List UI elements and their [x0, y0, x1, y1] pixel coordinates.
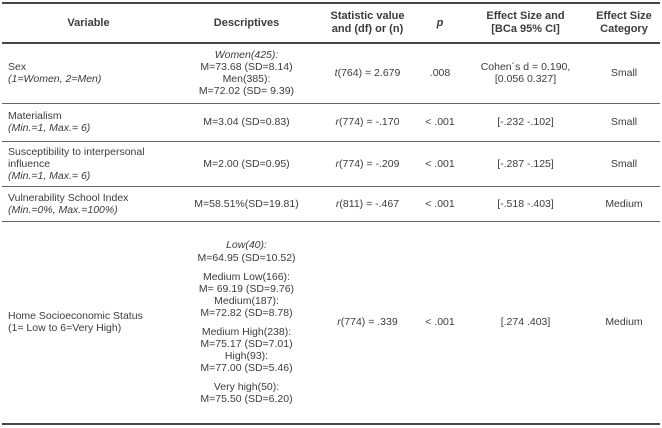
- descriptive-line: Medium Low(166):: [203, 270, 290, 283]
- variable-name: Materialism: [8, 109, 62, 122]
- cell-descriptives: Women(425): M=73.68 (SD=8.14) Men(385): M=7…: [175, 43, 318, 104]
- descriptive-line: Women(425):: [214, 49, 279, 62]
- statistic-value: (764) = 2.679: [337, 67, 401, 80]
- statistic-letter: r: [335, 115, 340, 128]
- statistic-value: (774) = -.209: [339, 157, 400, 170]
- descriptive-block: M=3.04 (SD=0.83): [178, 116, 315, 128]
- cell-descriptives: M=58.51%(SD=19.81): [175, 186, 318, 222]
- variable-note: (Min.=1, Max.= 6): [8, 122, 91, 134]
- effect-size-line: [-.287 -.125]: [497, 157, 554, 170]
- variable-name: Vulnerability School Index: [8, 191, 129, 204]
- cell-statistic: r(811) = -.467: [318, 186, 417, 222]
- cell-p-value: < .001: [417, 186, 463, 222]
- cell-statistic: r(774) = -.209: [318, 141, 417, 187]
- cell-effect-size-category: Medium: [588, 186, 660, 222]
- cell-effect-size: Cohen´s d = 0.190, [0.056 0.327]: [463, 43, 588, 104]
- descriptive-line: M=3.04 (SD=0.83): [203, 115, 290, 128]
- cell-descriptives: Low(40): M=64.95 (SD=10.52) Medium Low(166…: [175, 221, 318, 425]
- descriptive-block: Low(40): M=64.95 (SD=10.52): [178, 239, 315, 263]
- descriptive-line: Very high(50):: [213, 381, 280, 394]
- table-body: Sex (1=Women, 2=Men) Women(425): M=73.68 (S…: [2, 43, 660, 425]
- table-header-row: Variable Descriptives Statistic value an…: [2, 2, 660, 44]
- cell-variable: Vulnerability School Index (Min.=0%, Max.…: [2, 186, 175, 222]
- cell-statistic: r(774) = -.170: [318, 103, 417, 142]
- variable-note: (1=Women, 2=Men): [8, 73, 102, 86]
- cell-variable: Home Socioeconomic Status (1= Low to 6=Ve…: [2, 221, 175, 425]
- cell-descriptives: M=3.04 (SD=0.83): [175, 103, 318, 142]
- descriptive-line: M=58.51%(SD=19.81): [194, 197, 299, 210]
- descriptive-block: M=2.00 (SD=0.95): [178, 158, 315, 170]
- table-row: Materialism (Min.=1, Max.= 6) M=3.04 (SD=0…: [2, 103, 660, 142]
- variable-name: Susceptibility to interpersonal influenc…: [8, 145, 145, 170]
- variable-name: Sex: [8, 61, 27, 74]
- descriptive-line: Men(385):: [222, 73, 271, 86]
- statistic-letter: r: [335, 157, 340, 170]
- variable-note: (Min.=0%, Max.=100%): [8, 203, 118, 216]
- cell-p-value: < .001: [417, 103, 463, 142]
- col-header-variable: Variable: [2, 2, 175, 44]
- cell-p-value: .008: [417, 43, 463, 104]
- effect-size-line: Cohen´s d = 0.190,: [480, 61, 571, 74]
- descriptive-block: Medium Low(166): M= 69.19 (SD=9.76) Medium…: [178, 271, 315, 319]
- statistic-letter: t: [334, 67, 338, 80]
- descriptive-line: M=73.68 (SD=8.14): [200, 61, 293, 74]
- descriptive-block: Medium High(238): M=75.17 (SD=7.01) High(9…: [178, 326, 315, 374]
- descriptive-line: M=64.95 (SD=10.52): [197, 251, 296, 264]
- statistic-value: (774) = .339: [340, 316, 398, 329]
- statistic-letter: r: [335, 197, 340, 210]
- descriptive-line: Low(40):: [226, 239, 267, 252]
- cell-variable: Sex (1=Women, 2=Men): [2, 43, 175, 104]
- effect-size-line: [-.232 -.102]: [497, 115, 554, 128]
- cell-statistic: r(774) = .339: [318, 221, 417, 425]
- effect-size-line: [-.518 -.403]: [497, 197, 554, 210]
- col-header-statistic: Statistic value and (df) or (n): [318, 2, 417, 44]
- table-row: Home Socioeconomic Status (1= Low to 6=Ve…: [2, 221, 660, 425]
- cell-variable: Materialism (Min.=1, Max.= 6): [2, 103, 175, 142]
- cell-effect-size: [-.232 -.102]: [463, 103, 588, 142]
- cell-effect-size: [-.287 -.125]: [463, 141, 588, 187]
- variable-name: Home Socioeconomic Status: [8, 310, 143, 323]
- descriptive-line: M=77.00 (SD=5.46): [200, 362, 293, 375]
- statistic-value: (811) = -.467: [339, 197, 400, 210]
- table-row: Vulnerability School Index (Min.=0%, Max.…: [2, 186, 660, 222]
- cell-p-value: < .001: [417, 221, 463, 425]
- col-header-effect-size: Effect Size and [BCa 95% CI]: [463, 2, 588, 44]
- col-header-effect-size-category: Effect Size Category: [588, 2, 660, 44]
- descriptive-line: High(93):: [224, 349, 269, 362]
- cell-effect-size-category: Small: [588, 141, 660, 187]
- col-header-descriptives: Descriptives: [175, 2, 318, 44]
- cell-statistic: t(764) = 2.679: [318, 43, 417, 104]
- table-row: Sex (1=Women, 2=Men) Women(425): M=73.68 (S…: [2, 43, 660, 104]
- descriptive-block: M=58.51%(SD=19.81): [178, 198, 315, 210]
- cell-effect-size: [-.518 -.403]: [463, 186, 588, 222]
- descriptive-block: Women(425): M=73.68 (SD=8.14) Men(385): M=7…: [178, 49, 315, 97]
- descriptive-line: M= 69.19 (SD=9.76): [198, 282, 295, 295]
- cell-variable: Susceptibility to interpersonal influenc…: [2, 141, 175, 187]
- descriptive-line: Medium High(238):: [201, 325, 292, 338]
- cell-p-value: < .001: [417, 141, 463, 187]
- descriptive-line: M=72.82 (SD=8.78): [200, 306, 293, 319]
- effect-size-line: [0.056 0.327]: [494, 73, 557, 86]
- cell-effect-size-category: Small: [588, 103, 660, 142]
- statistic-letter: r: [337, 316, 341, 329]
- variable-note: (Min.=1, Max.= 6): [8, 169, 91, 182]
- descriptive-block: Very high(50): M=75.50 (SD=6.20): [178, 381, 315, 405]
- effect-size-line: [.274 .403]: [500, 316, 551, 329]
- descriptive-line: M=72.02 (SD= 9.39): [198, 85, 295, 98]
- descriptive-line: M=75.17 (SD=7.01): [200, 337, 293, 350]
- table-row: Susceptibility to interpersonal influenc…: [2, 141, 660, 187]
- variable-note: (1= Low to 6=Very High): [8, 322, 122, 335]
- descriptive-line: Medium(187):: [214, 294, 279, 307]
- statistic-value: (774) = -.170: [339, 115, 400, 128]
- descriptive-line: M=2.00 (SD=0.95): [203, 157, 290, 170]
- cell-effect-size-category: Small: [588, 43, 660, 104]
- descriptive-line: M=75.50 (SD=6.20): [200, 393, 293, 406]
- cell-effect-size-category: Medium: [588, 221, 660, 425]
- col-header-p: p: [417, 2, 463, 44]
- cell-descriptives: M=2.00 (SD=0.95): [175, 141, 318, 187]
- cell-effect-size: [.274 .403]: [463, 221, 588, 425]
